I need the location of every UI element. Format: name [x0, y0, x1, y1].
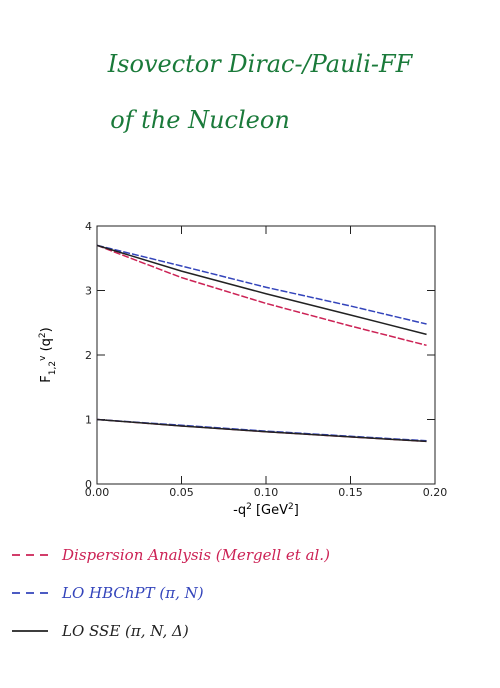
x-tick-label: 0.20: [423, 486, 448, 499]
x-axis-label: -q2 [GeV2]: [233, 502, 299, 518]
label-part: (q: [39, 338, 54, 355]
label-part: 2: [246, 502, 252, 512]
label-part: 2: [38, 332, 48, 338]
label-part: v: [38, 355, 48, 361]
legend-label: LO HBChPT (π, N): [61, 584, 204, 602]
label-part: ]: [294, 503, 299, 518]
y-tick-label: 1: [85, 414, 92, 427]
y-tick-label: 0: [85, 478, 92, 491]
series-line: [96, 418, 427, 443]
x-tick-label: 0.00: [85, 486, 110, 499]
label-part: 1,2: [48, 361, 58, 375]
y-tick-label: 4: [85, 220, 92, 233]
title-line: of the Nucleon: [110, 106, 290, 134]
legend-label: LO SSE (π, N, Δ): [61, 622, 189, 640]
label-part: F: [39, 375, 54, 382]
y-tick-label: 2: [85, 349, 92, 362]
legend-label: Dispersion Analysis (Mergell et al.): [61, 546, 330, 564]
label-part: 2: [288, 502, 294, 512]
x-tick-label: 0.05: [169, 486, 194, 499]
title-line: Isovector Dirac-/Pauli-FF: [107, 50, 414, 78]
label-part: -q: [233, 503, 246, 518]
y-tick-label: 3: [85, 285, 92, 298]
y-axis-label: F1,2v (q2): [38, 327, 58, 382]
series-line: [96, 244, 427, 336]
label-part: [GeV: [252, 503, 288, 518]
series-line: [96, 244, 427, 347]
x-tick-label: 0.15: [338, 486, 363, 499]
x-tick-label: 0.10: [254, 486, 279, 499]
series-line: [96, 244, 427, 325]
label-part: ): [39, 327, 54, 332]
